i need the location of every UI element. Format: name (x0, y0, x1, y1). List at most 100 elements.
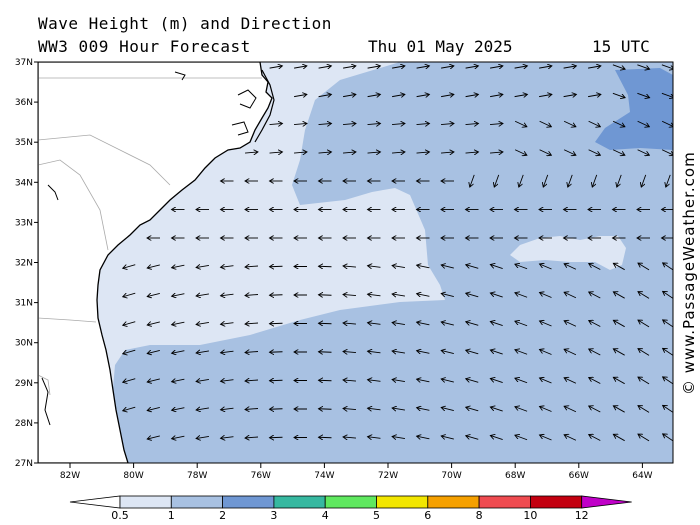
forecast-date: Thu 01 May 2025 (368, 37, 513, 56)
wave-arrow (391, 152, 405, 153)
wave-arrow (294, 94, 307, 96)
colorbar-swatch (427, 495, 480, 509)
wave-arrow (539, 120, 552, 126)
wave-arrow (318, 94, 332, 96)
wave-arrow (392, 94, 405, 96)
wave-arrow (661, 92, 673, 97)
wave-arrow (564, 292, 577, 299)
wave-arrow (123, 321, 136, 326)
wave-arrow (638, 263, 650, 271)
wave-arrow (392, 379, 405, 381)
colorbar-swatch (478, 495, 531, 509)
wave-arrow (294, 66, 307, 68)
wave-arrow (661, 120, 673, 126)
wave-arrow (515, 293, 528, 298)
wave-arrow (343, 437, 357, 438)
wave-arrow (367, 94, 381, 96)
wave-arrow (592, 174, 598, 187)
wave-arrow (368, 294, 381, 296)
wave-arrow (637, 120, 650, 126)
lakes (41, 71, 186, 426)
lat-label: 32N (15, 259, 33, 269)
wave-arrow (539, 66, 552, 68)
wave-arrow (368, 323, 381, 325)
state-boundaries (38, 77, 262, 396)
wave-arrow (564, 321, 577, 327)
land (38, 62, 273, 463)
wave-arrow (270, 295, 283, 296)
wave-arrow (494, 174, 500, 187)
wave-arrow (196, 294, 209, 296)
wave-arrow (563, 66, 577, 68)
wave-arrow (638, 377, 650, 385)
wave-arrow (417, 436, 430, 439)
wave-arrow (563, 120, 576, 126)
wave-arrow (466, 350, 479, 355)
wave-arrow (441, 407, 454, 410)
wave-arrow (417, 351, 430, 354)
lon-label: 66W (569, 471, 589, 481)
wave-arrow (539, 321, 552, 327)
wave-arrow (172, 294, 185, 297)
wave-arrow (368, 351, 381, 353)
wave-arrow (392, 294, 405, 296)
wave-arrow (663, 405, 673, 413)
wave-arrow (123, 406, 136, 411)
wave-arrow (441, 436, 454, 439)
wave-arrow (613, 263, 625, 271)
wave-arrow (196, 379, 209, 381)
wave-arrow (147, 265, 160, 268)
wave-arrow (441, 66, 454, 68)
wave-arrow (490, 321, 503, 326)
wave-arrow (147, 436, 160, 439)
wave-arrow (270, 352, 283, 353)
colorbar-swatch (376, 495, 429, 509)
wave-arrow (270, 266, 283, 267)
colorbar-label: 2 (219, 509, 226, 522)
wave-arrow (269, 152, 283, 153)
wave-arrow (343, 94, 356, 96)
wave-arrow (515, 350, 528, 355)
wave-arrow (514, 94, 528, 96)
wave-arrow (563, 149, 576, 155)
wave-arrow (638, 349, 650, 356)
wave-arrow (465, 152, 479, 153)
barrier-islands (254, 69, 275, 143)
colorbar-swatch (273, 495, 326, 509)
wave-arrow (367, 123, 381, 124)
lon-label: 80W (123, 471, 143, 481)
lat-label: 27N (15, 459, 33, 469)
wave-arrow (123, 378, 136, 383)
wave-arrow (367, 152, 381, 153)
wave-arrow (564, 264, 577, 270)
wave-arrow (612, 149, 625, 155)
wave-arrow (417, 294, 430, 297)
wave-arrow (147, 350, 160, 353)
wave-arrow (147, 407, 160, 410)
wave-arrow (637, 92, 649, 97)
colorbar-label: 3 (270, 509, 277, 522)
wave-arrow (245, 323, 259, 324)
latitude-axis: 37N 36N 35N 34N 33N 32N 31N 30N 29N 28N 27N (15, 58, 38, 469)
wave-arrow (416, 66, 430, 68)
wave-arrow (221, 380, 234, 382)
wave-arrow (147, 379, 160, 382)
wave-arrow (539, 94, 552, 96)
wave-arrow (490, 350, 503, 355)
wave-arrow (318, 152, 332, 153)
wave-arrow (613, 377, 625, 385)
wave-arrow (490, 264, 503, 269)
wave-arrow (343, 323, 357, 324)
lat-label: 34N (15, 178, 33, 188)
wave-arrow (515, 264, 528, 270)
lat-label: 35N (15, 138, 33, 148)
wave-arrow (589, 435, 601, 441)
colorbar-label: 1 (168, 509, 175, 522)
wave-arrow (564, 435, 577, 441)
wave-arrow (245, 351, 259, 352)
wave-arrow (638, 406, 650, 413)
colorbar-label: 10 (523, 509, 537, 522)
colorbar-label: 5 (373, 509, 380, 522)
wave-arrow (270, 380, 283, 381)
wave-arrow (564, 378, 577, 384)
